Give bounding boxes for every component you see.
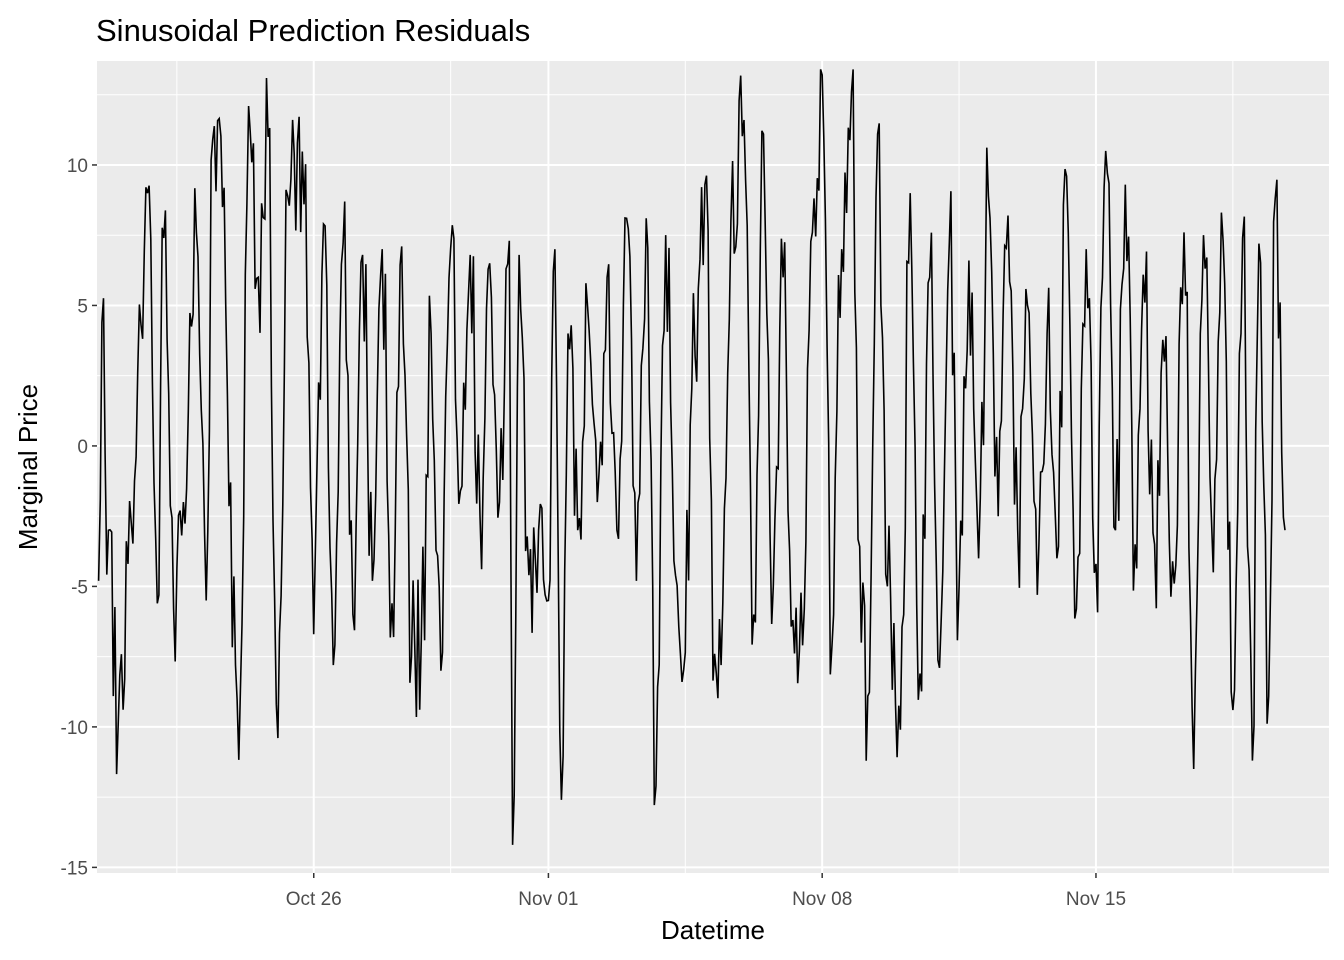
y-tick-label: 5 — [77, 296, 88, 317]
y-axis: -15 -10 -5 0 5 10 — [61, 156, 97, 879]
x-tick-label: Nov 08 — [792, 889, 852, 910]
x-axis: Oct 26 Nov 01 Nov 08 Nov 15 — [286, 873, 1126, 910]
y-tick-label: 0 — [77, 437, 88, 458]
x-tick-label: Nov 15 — [1066, 889, 1126, 910]
y-tick-label: -15 — [61, 858, 88, 879]
y-tick-label: 10 — [67, 156, 88, 177]
y-axis-title: Marginal Price — [13, 384, 43, 550]
series-line-0 — [97, 69, 1286, 845]
major-gridlines — [97, 61, 1329, 873]
y-tick-label: -10 — [61, 718, 88, 739]
plot-panel — [97, 61, 1329, 873]
x-tick-label: Nov 01 — [518, 889, 578, 910]
x-axis-title: Datetime — [661, 915, 765, 945]
series-layer — [97, 69, 1286, 845]
x-tick-label: Oct 26 — [286, 889, 342, 910]
y-tick-label: -5 — [71, 577, 88, 598]
chart-title: Sinusoidal Prediction Residuals — [96, 13, 530, 48]
